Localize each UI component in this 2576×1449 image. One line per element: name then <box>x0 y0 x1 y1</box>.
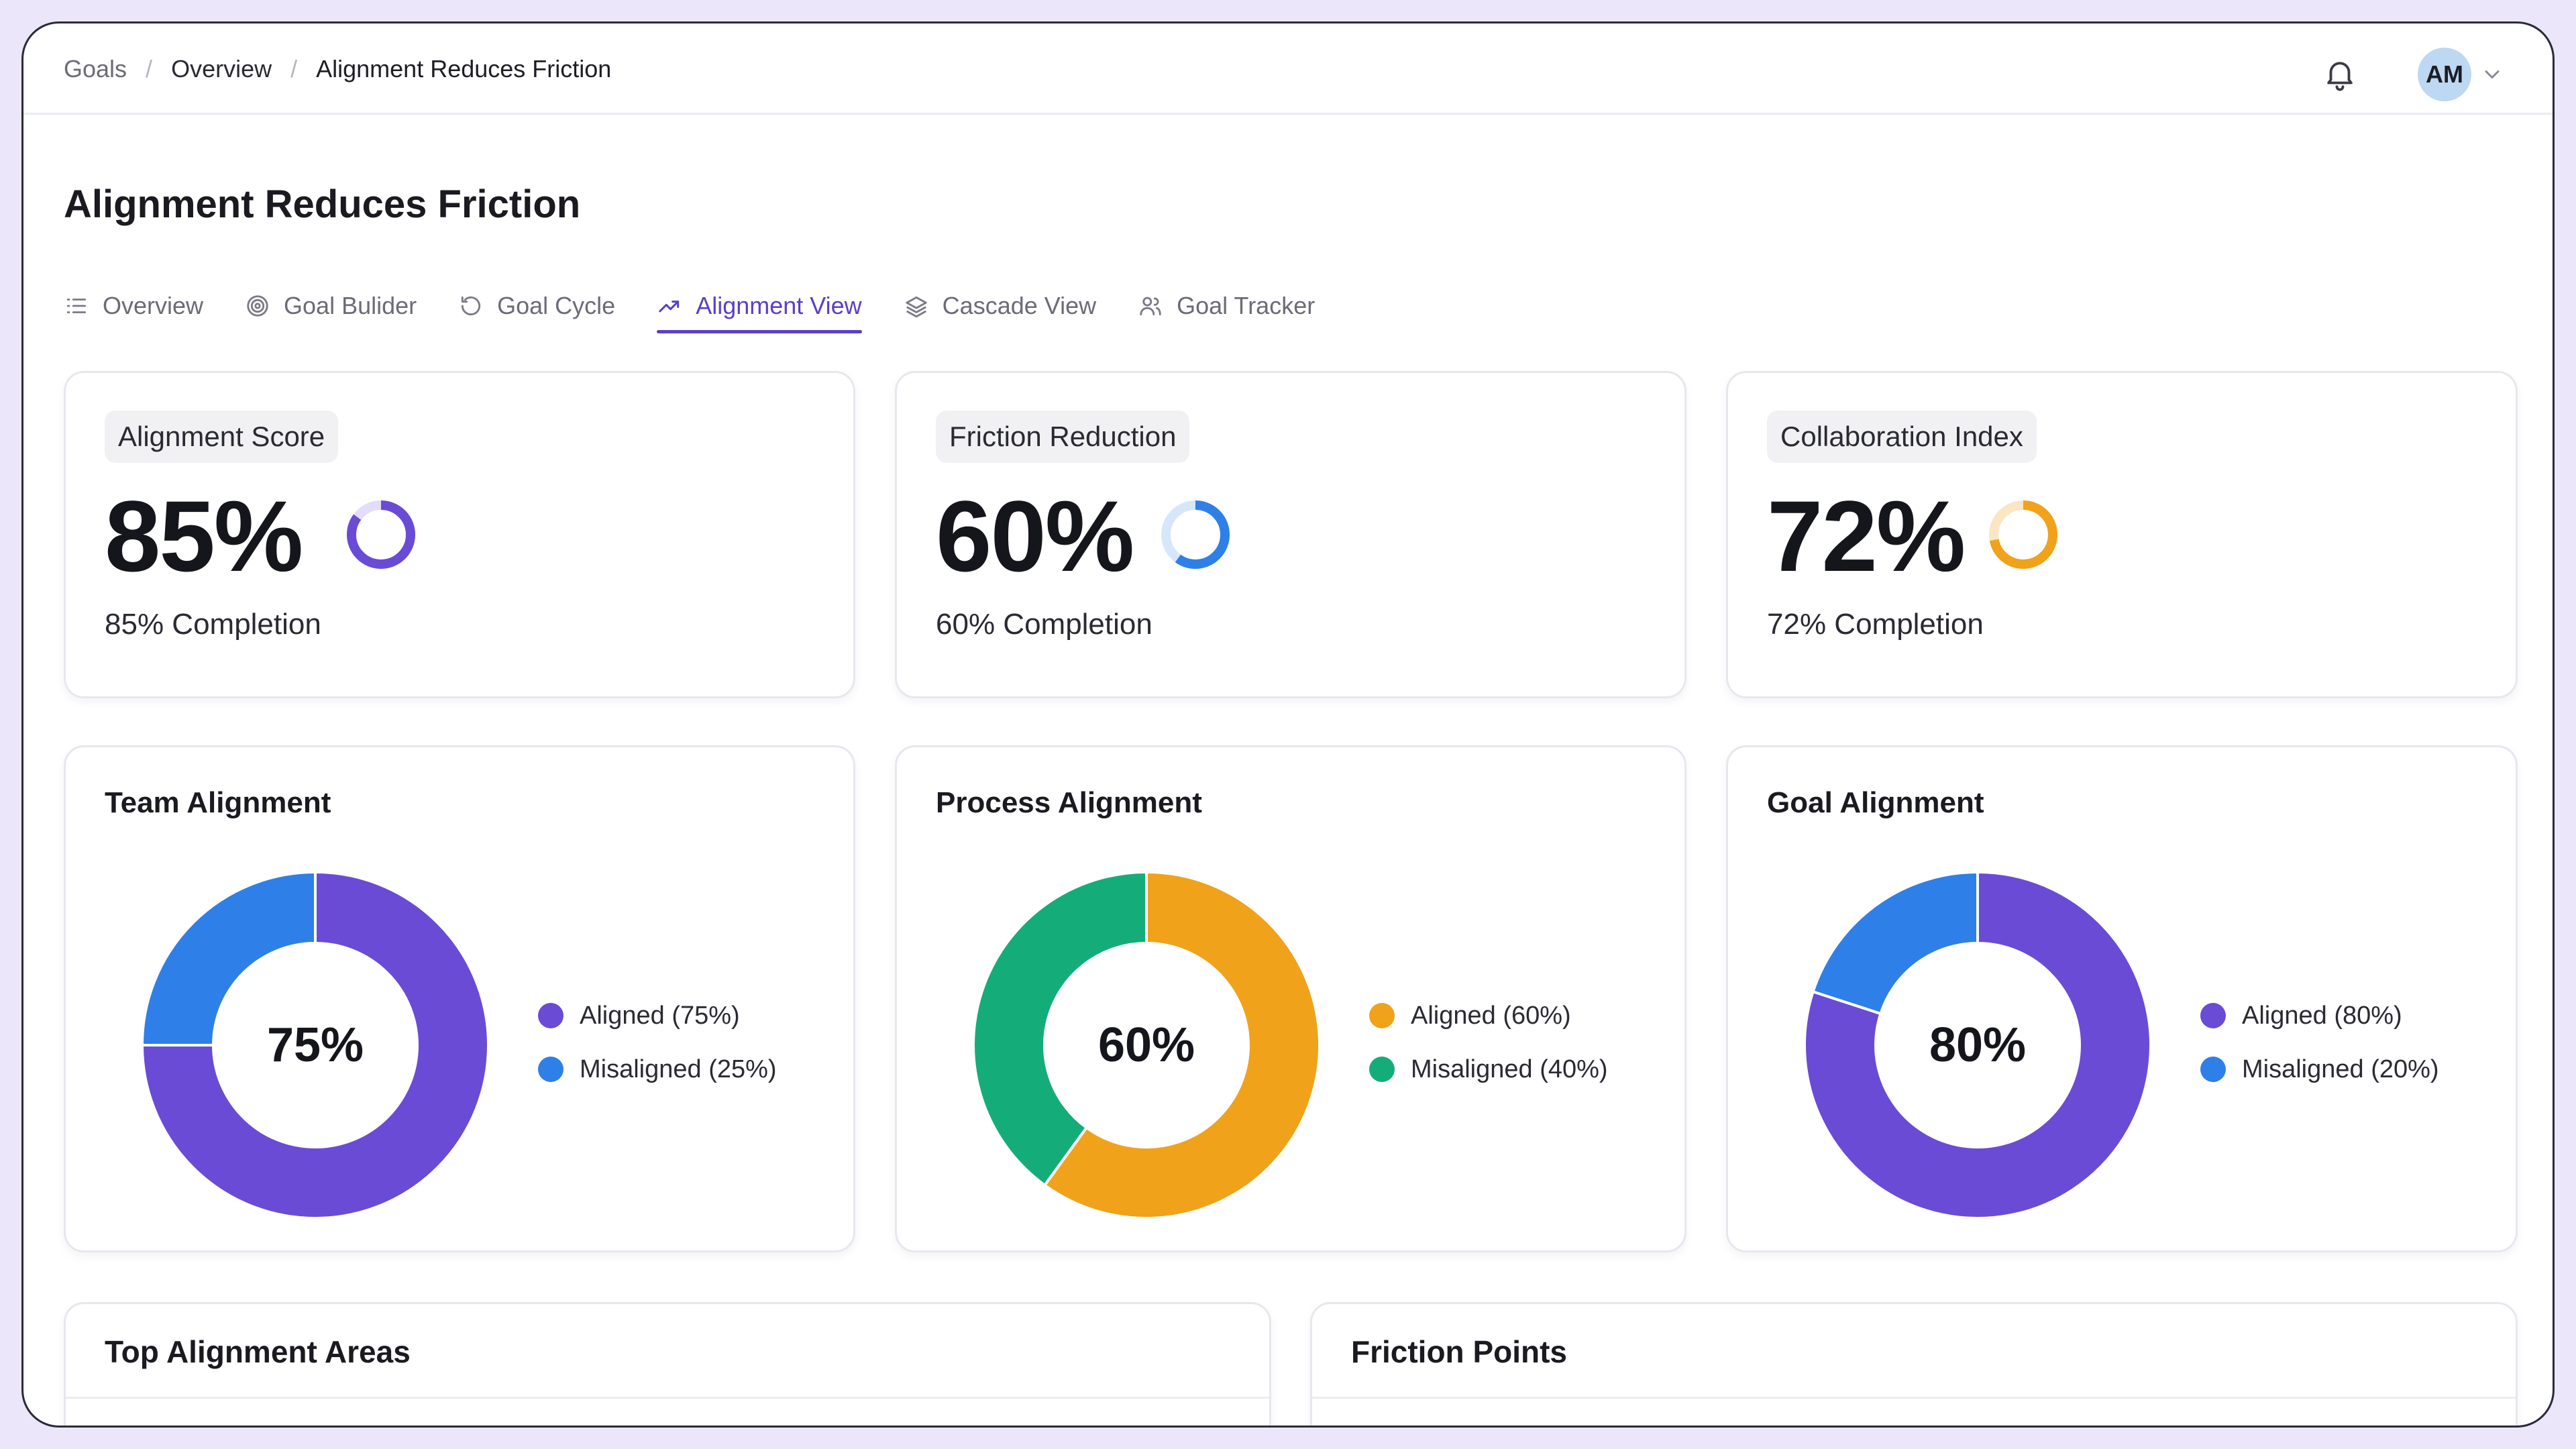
progress-ring-fill <box>1161 500 1230 569</box>
donut-slice-misaligned[interactable] <box>972 871 1148 1187</box>
breadcrumb-goals[interactable]: Goals <box>64 55 127 83</box>
legend-swatch <box>2200 1057 2226 1082</box>
chart-title: Goal Alignment <box>1767 786 1984 819</box>
progress-ring <box>1161 500 1230 569</box>
donut-chart <box>972 871 1321 1220</box>
tab-goal-tracker[interactable]: Goal Tracker <box>1138 278 1315 333</box>
breadcrumb: Goals / Overview / Alignment Reduces Fri… <box>64 23 611 115</box>
tab-goal-cycle[interactable]: Goal Cycle <box>458 278 615 333</box>
chart-card-team-alignment: Team Alignment 75% Aligned (75%) Misalig… <box>64 745 855 1252</box>
breadcrumb-separator: / <box>146 55 153 83</box>
legend-label: Misaligned (20%) <box>2242 1055 2439 1083</box>
bell-icon[interactable] <box>2322 56 2358 92</box>
metric-value: 85% <box>105 480 303 592</box>
section-title: Friction Points <box>1351 1334 1567 1369</box>
tab-label: Alignment View <box>696 292 862 319</box>
app-window: Goals / Overview / Alignment Reduces Fri… <box>21 21 2555 1428</box>
legend-label: Aligned (60%) <box>1411 1001 1571 1030</box>
donut-slice-misaligned[interactable] <box>1811 871 1979 1016</box>
donut-slice-misaligned[interactable] <box>141 871 317 1046</box>
metric-subtext: 60% Completion <box>936 608 1152 641</box>
section-title: Top Alignment Areas <box>105 1334 411 1369</box>
metric-card-collaboration-index: Collaboration Index 72% 72% Completion <box>1726 371 2518 698</box>
legend-label: Misaligned (40%) <box>1411 1055 1608 1083</box>
layers-icon <box>905 296 927 318</box>
chart-title: Process Alignment <box>936 786 1202 819</box>
legend-swatch <box>538 1057 564 1082</box>
legend-item: Misaligned (20%) <box>2200 1051 2439 1088</box>
legend-item: Aligned (75%) <box>538 997 777 1034</box>
donut-center-label: 60% <box>1097 1018 1195 1072</box>
chart-title: Team Alignment <box>105 786 331 819</box>
progress-ring <box>347 500 415 569</box>
tab-label: Goal Bulider <box>284 292 417 319</box>
tab-label: Goal Tracker <box>1177 292 1316 319</box>
metric-label: Alignment Score <box>105 411 339 463</box>
legend-label: Aligned (75%) <box>580 1001 740 1030</box>
metric-value: 60% <box>936 480 1134 592</box>
list-icon <box>66 299 87 313</box>
legend-item: Aligned (80%) <box>2200 997 2439 1034</box>
tab-bar: Overview Goal Bulider Goal Cycle Alignme… <box>64 278 1356 333</box>
donut-center-label: 80% <box>1929 1018 2027 1072</box>
chart-card-process-alignment: Process Alignment 60% Aligned (60%) Misa… <box>895 745 1686 1252</box>
top-bar: Goals / Overview / Alignment Reduces Fri… <box>23 23 2553 115</box>
legend-item: Misaligned (25%) <box>538 1051 777 1088</box>
progress-ring-fill <box>1989 500 2057 569</box>
progress-ring-fill <box>347 500 415 569</box>
chart-legend: Aligned (60%) Misaligned (40%) <box>1369 997 1608 1104</box>
trend-icon <box>659 301 680 313</box>
legend-label: Aligned (80%) <box>2242 1001 2402 1030</box>
tab-goal-builder[interactable]: Goal Bulider <box>245 278 417 333</box>
chart-legend: Aligned (75%) Misaligned (25%) <box>538 997 777 1104</box>
page-title: Alignment Reduces Friction <box>64 182 581 226</box>
tab-label: Cascade View <box>942 292 1097 319</box>
metric-card-friction-reduction: Friction Reduction 60% 60% Completion <box>895 371 1686 698</box>
legend-swatch <box>538 1003 564 1028</box>
donut-slice-aligned[interactable] <box>141 871 490 1220</box>
tab-label: Goal Cycle <box>497 292 616 319</box>
donut-chart <box>141 871 490 1220</box>
donut-center-label: 75% <box>266 1018 364 1072</box>
donut-slice-aligned[interactable] <box>1042 871 1321 1220</box>
legend-label: Misaligned (25%) <box>580 1055 777 1083</box>
target-icon <box>247 295 268 317</box>
legend-swatch <box>2200 1003 2226 1028</box>
users-icon <box>1140 297 1161 316</box>
tab-cascade-view[interactable]: Cascade View <box>904 278 1096 333</box>
metric-label: Collaboration Index <box>1767 411 2037 463</box>
top-alignment-areas-panel: Top Alignment Areas <box>64 1302 1271 1426</box>
chart-legend: Aligned (80%) Misaligned (20%) <box>2200 997 2439 1104</box>
friction-points-panel: Friction Points <box>1310 1302 2518 1426</box>
chevron-down-icon[interactable] <box>2482 66 2502 83</box>
donut-chart <box>1803 871 2152 1220</box>
avatar[interactable]: AM <box>2418 48 2471 101</box>
tab-alignment-view[interactable]: Alignment View <box>657 278 863 333</box>
legend-item: Aligned (60%) <box>1369 997 1608 1034</box>
donut-slice-aligned[interactable] <box>1803 871 2152 1220</box>
refresh-icon <box>462 296 481 316</box>
metric-subtext: 72% Completion <box>1767 608 1984 641</box>
legend-swatch <box>1369 1003 1395 1028</box>
metric-label: Friction Reduction <box>936 411 1190 463</box>
chart-card-goal-alignment: Goal Alignment 80% Aligned (80%) Misalig… <box>1726 745 2518 1252</box>
breadcrumb-separator: / <box>290 55 298 83</box>
metric-subtext: 85% Completion <box>105 608 321 641</box>
progress-ring <box>1989 500 2057 569</box>
legend-swatch <box>1369 1057 1395 1082</box>
tab-label: Overview <box>103 292 204 319</box>
tab-overview[interactable]: Overview <box>64 278 203 333</box>
breadcrumb-overview[interactable]: Overview <box>171 55 272 83</box>
divider <box>66 1397 1269 1399</box>
metric-card-alignment-score: Alignment Score 85% 85% Completion <box>64 371 855 698</box>
metric-value: 72% <box>1767 480 1966 592</box>
legend-item: Misaligned (40%) <box>1369 1051 1608 1088</box>
divider <box>1312 1397 2516 1399</box>
breadcrumb-current: Alignment Reduces Friction <box>316 55 612 83</box>
